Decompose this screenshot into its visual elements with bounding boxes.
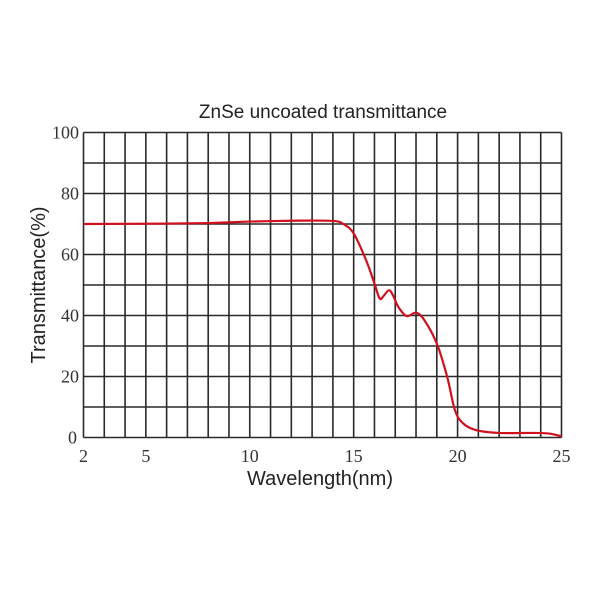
chart-title: ZnSe uncoated transmittance [199, 102, 447, 123]
y-tick-label: 60 [61, 245, 79, 265]
x-tick-label: 5 [141, 446, 150, 466]
y-tick-label: 40 [61, 306, 79, 326]
x-tick-label: 2 [79, 446, 88, 466]
y-tick-label: 100 [52, 123, 79, 143]
x-axis-label: Wavelength(nm) [247, 468, 393, 490]
grid [82, 131, 563, 439]
x-tick-label: 10 [241, 446, 259, 466]
y-tick-label: 0 [68, 428, 77, 448]
x-tick-label: 20 [449, 446, 467, 466]
x-tick-label: 15 [345, 446, 363, 466]
y-tick-label: 80 [61, 184, 79, 204]
y-axis-label: Transmittance(%) [28, 206, 50, 363]
series-line-transmittance [83, 219, 562, 438]
x-tick-label: 25 [553, 446, 571, 466]
y-tick-label: 20 [61, 367, 79, 387]
